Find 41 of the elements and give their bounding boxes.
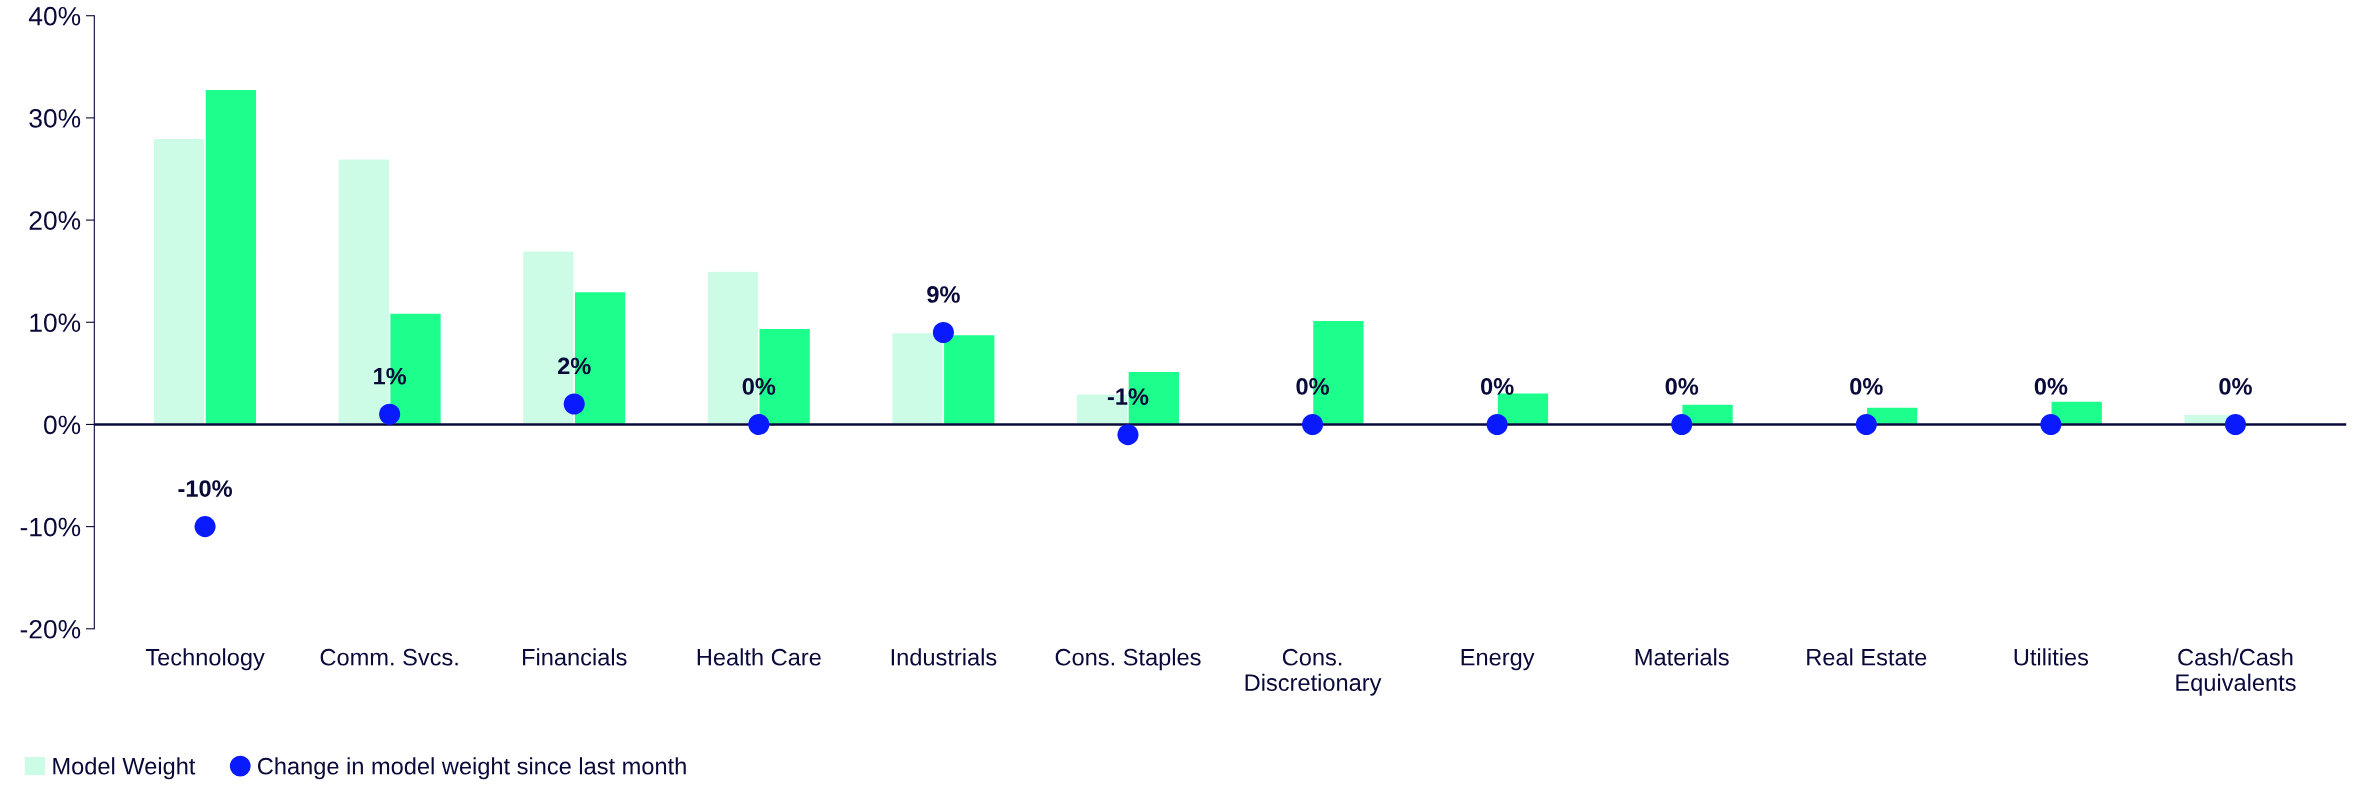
x-tick-label: Health Care: [697, 648, 821, 666]
x-tick-label: Real Estate: [1807, 648, 1927, 666]
point: [194, 516, 216, 538]
data-label: 0%: [1665, 378, 1699, 395]
point: [932, 321, 954, 344]
x-tick-label: Industrials: [891, 648, 997, 666]
y-tick-label: 10%: [30, 313, 81, 333]
x-tick-label: Comm. Svcs.: [320, 648, 458, 666]
x-tick-label: Cons. Staples: [1055, 648, 1201, 671]
data-label: 1%: [374, 367, 407, 385]
x-tick-label: Utilities: [2014, 648, 2089, 666]
data-label: 0%: [2034, 378, 2068, 395]
legend-label: Model Weight: [53, 757, 196, 780]
x-tick-label: Financials: [523, 648, 627, 666]
point: [563, 393, 585, 415]
y-tick-label: 20%: [29, 211, 81, 230]
data-label: 0%: [2219, 378, 2252, 395]
y-tick-label: 0%: [44, 415, 81, 435]
point: [2040, 413, 2062, 435]
point: [748, 413, 770, 435]
point: [1302, 413, 1324, 435]
data-label: 0%: [1850, 378, 1883, 395]
data-label: -10%: [178, 480, 233, 497]
x-tick-label: Cash/Cash Equivalents: [2176, 648, 2296, 696]
y-tick-label: -10%: [20, 517, 81, 537]
y-tick-label: 40%: [28, 6, 81, 26]
point: [2224, 413, 2246, 435]
y-tick-label: 30%: [29, 109, 81, 128]
data-label: 9%: [927, 286, 960, 303]
point: [379, 403, 401, 425]
point: [1117, 424, 1139, 446]
x-tick-label: Energy: [1461, 649, 1535, 671]
data-label: 0%: [1481, 378, 1514, 395]
x-tick-label: Technology: [145, 648, 265, 671]
legend-label: Change in model weight since last month: [257, 757, 686, 780]
x-tick-label: Materials: [1635, 648, 1729, 666]
point: [1855, 413, 1877, 435]
x-tick-label: Cons. Discretionary: [1245, 648, 1382, 696]
y-tick-label: -20%: [20, 619, 81, 639]
point: [1486, 413, 1508, 435]
point: [1671, 413, 1693, 435]
